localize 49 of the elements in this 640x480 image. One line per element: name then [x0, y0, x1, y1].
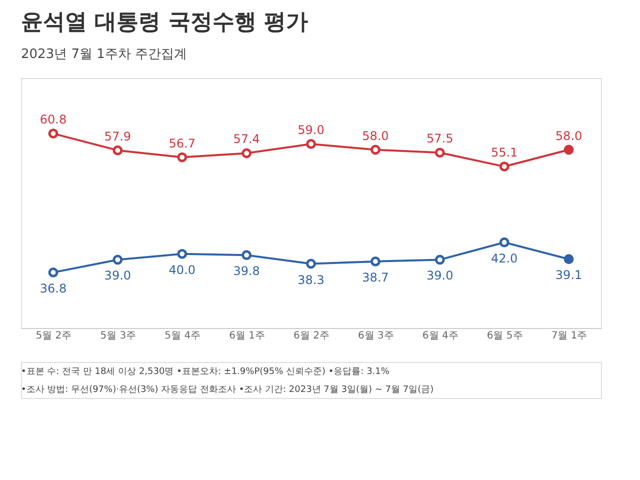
- point: [370, 256, 380, 266]
- chart-title: 윤석열 대통령 국정수행 평가: [21, 10, 308, 35]
- point: [564, 254, 574, 264]
- point: [499, 237, 510, 248]
- data-label: 39.0: [104, 268, 132, 283]
- x-tick-label: 7월 1주: [551, 330, 588, 342]
- data-label: 42.0: [490, 251, 518, 266]
- point: [48, 267, 58, 278]
- point: [48, 128, 58, 139]
- data-label: 60.8: [40, 112, 67, 127]
- data-label: 39.8: [233, 264, 260, 278]
- point: [370, 144, 380, 155]
- data-label: 38.3: [298, 272, 324, 287]
- point: [177, 248, 188, 259]
- data-label: 59.0: [298, 122, 324, 137]
- data-label: 58.0: [555, 128, 582, 143]
- text: •표본 수: 전국 만 18세 이상 2,530명 •표본오차: ±1.9%P(95% 신뢰수준) •응답률: 3.1%: [21, 367, 390, 377]
- point: [177, 152, 188, 162]
- point: [242, 148, 252, 158]
- data-label: 58.0: [362, 128, 389, 143]
- data-label: 55.1: [490, 146, 518, 160]
- point: [499, 162, 510, 172]
- x-tick-label: 6월 3주: [358, 330, 394, 342]
- point: [306, 139, 316, 149]
- x-tick-label: 5월 4주: [164, 330, 201, 342]
- data-label: 57.5: [426, 132, 454, 146]
- point: [434, 148, 445, 158]
- data-label: 40.0: [168, 262, 196, 277]
- point: [434, 254, 445, 265]
- x-tick-label: 6월 4주: [422, 330, 458, 342]
- data-label: 57.4: [233, 132, 260, 146]
- data-label: 56.7: [168, 136, 196, 150]
- point: [112, 254, 123, 265]
- point: [242, 250, 252, 260]
- x-tick-label: 5월 2주: [36, 330, 72, 342]
- data-label: 38.7: [362, 270, 389, 284]
- data-label: 36.8: [40, 281, 67, 296]
- x-tick-label: 6월 2주: [294, 330, 330, 342]
- text: •조사 방법: 무선(97%)·유선(3%) 자동응답 전화조사 •조사 기간: 2023년 7월 3일(월) ~ 7월 7일(금): [21, 385, 434, 395]
- point: [112, 145, 123, 156]
- x-tick-label: 5월 3주: [100, 330, 136, 342]
- chart-subtitle: 2023년 7월 1주차 주간집계: [21, 47, 188, 62]
- x-tick-label: 6월 1주: [229, 330, 266, 342]
- data-label: 57.9: [104, 129, 132, 144]
- data-label: 39.0: [426, 268, 454, 283]
- point: [306, 258, 316, 269]
- data-label: 39.1: [555, 268, 582, 282]
- x-tick-label: 6월 5주: [486, 330, 523, 342]
- point: [564, 144, 574, 155]
